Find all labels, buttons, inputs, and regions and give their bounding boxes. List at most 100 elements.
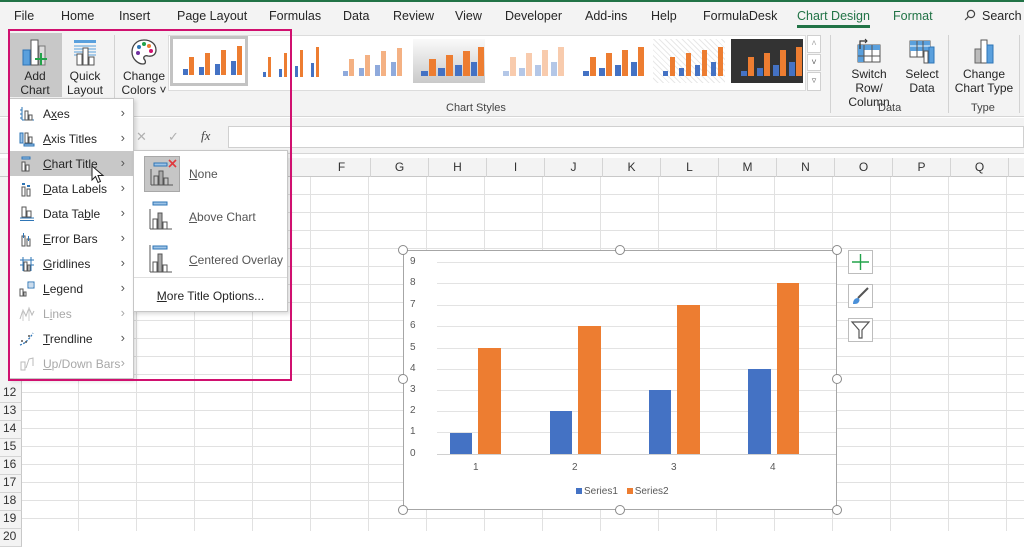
chart-style-5[interactable] — [493, 39, 565, 83]
row-header-16[interactable]: 16 — [0, 457, 22, 475]
tab-formuladesk[interactable]: FormulaDesk — [703, 9, 778, 23]
chart-style-1[interactable] — [170, 36, 248, 86]
chart-style-2[interactable] — [253, 39, 325, 83]
column-header-i[interactable]: I — [487, 158, 545, 177]
bar-series1-cat4[interactable] — [748, 369, 771, 454]
column-chart[interactable]: 9 8 7 6 5 4 3 2 1 0 1 2 3 4 Series1 Seri… — [403, 250, 837, 510]
chart-style-6[interactable] — [573, 39, 645, 83]
menu-item-trendline[interactable]: Trendline › — [10, 326, 133, 351]
row-header-13[interactable]: 13 — [0, 403, 22, 421]
row-header-20[interactable]: 20 — [0, 529, 22, 547]
row-header-17[interactable]: 17 — [0, 475, 22, 493]
row-header-15[interactable]: 15 — [0, 439, 22, 457]
chart-style-4[interactable] — [413, 39, 485, 83]
bar-series2-cat2[interactable] — [578, 326, 601, 454]
y-tick: 5 — [410, 342, 416, 353]
column-header-p[interactable]: P — [893, 158, 951, 177]
switch-row-column-button[interactable]: Switch Row/ Column — [837, 33, 901, 109]
bar-series2-cat1[interactable] — [478, 348, 501, 454]
quick-layout-label-1: Quick — [69, 69, 101, 83]
tab-add-ins[interactable]: Add-ins — [585, 9, 628, 23]
resize-handle-top[interactable] — [615, 245, 625, 255]
menu-item-data-labels[interactable]: Data Labels › — [10, 176, 133, 201]
menu-item-data-table[interactable]: Data Table › — [10, 201, 133, 226]
chart-style-7[interactable] — [653, 39, 725, 83]
quick-layout-button[interactable]: Quick Layout ˅ — [62, 33, 108, 111]
tab-chart-design[interactable]: Chart Design — [797, 9, 870, 28]
chart-filters-button[interactable] — [848, 318, 873, 342]
cancel-entry-button[interactable]: ✕ — [136, 129, 147, 144]
x-axis-line — [437, 454, 836, 455]
column-header-f[interactable]: F — [313, 158, 371, 177]
menu-item-axes[interactable]: Axes › — [10, 101, 133, 126]
resize-handle-bottom[interactable] — [615, 505, 625, 515]
row-header-12[interactable]: 12 — [0, 385, 22, 403]
resize-handle-top-left[interactable] — [398, 245, 408, 255]
error-bars-icon — [21, 233, 31, 247]
tab-home[interactable]: Home — [61, 9, 95, 23]
resize-handle-bottom-right[interactable] — [832, 505, 842, 515]
column-header-q[interactable]: Q — [951, 158, 1009, 177]
tab-data[interactable]: Data — [343, 9, 370, 23]
row-header-18[interactable]: 18 — [0, 493, 22, 511]
row-header-14[interactable]: 14 — [0, 421, 22, 439]
formula-input[interactable] — [228, 126, 1024, 148]
menu-item-error-bars[interactable]: Error Bars › — [10, 226, 133, 251]
menu-item-chart-title[interactable]: Chart Title › — [10, 151, 133, 176]
chart-style-8[interactable] — [731, 39, 803, 83]
column-header-j[interactable]: J — [545, 158, 603, 177]
column-header-o[interactable]: O — [835, 158, 893, 177]
insert-function-button[interactable]: fx — [201, 128, 211, 143]
submenu-item-centered-overlay[interactable]: Centered Overlay — [134, 239, 287, 281]
submenu-item-above-chart[interactable]: Above Chart — [134, 196, 287, 238]
tab-developer[interactable]: Developer — [505, 9, 562, 23]
submenu-item-none[interactable]: None — [134, 153, 287, 195]
resize-handle-bottom-left[interactable] — [398, 505, 408, 515]
menu-item-gridlines[interactable]: Gridlines › — [10, 251, 133, 276]
tab-review[interactable]: Review — [393, 9, 434, 23]
gallery-more-button[interactable]: ▿ — [807, 72, 821, 91]
gallery-scroll-up-button[interactable]: ˄ — [807, 35, 821, 53]
column-header-g[interactable]: G — [371, 158, 429, 177]
y-tick: 2 — [410, 405, 416, 416]
bar-series1-cat1[interactable] — [450, 433, 472, 454]
menu-item-axis-titles[interactable]: Axis Titles › — [10, 126, 133, 151]
resize-handle-left[interactable] — [398, 374, 408, 384]
row-header-19[interactable]: 19 — [0, 511, 22, 529]
tab-help[interactable]: Help — [651, 9, 677, 23]
resize-handle-right[interactable] — [832, 374, 842, 384]
chart-style-3[interactable] — [333, 39, 405, 83]
bar-series2-cat3[interactable] — [677, 305, 700, 454]
column-header-k[interactable]: K — [603, 158, 661, 177]
tab-view[interactable]: View — [455, 9, 482, 23]
bar-series1-cat2[interactable] — [550, 411, 572, 454]
column-header-n[interactable]: N — [777, 158, 835, 177]
tab-formulas[interactable]: Formulas — [269, 9, 322, 23]
y-tick: 0 — [410, 448, 416, 459]
change-colors-button[interactable]: Change Colors ˅ — [120, 33, 168, 97]
search-box[interactable]: Search — [964, 9, 1022, 23]
resize-handle-top-right[interactable] — [832, 245, 842, 255]
column-header-l[interactable]: L — [661, 158, 719, 177]
tab-file[interactable]: File — [14, 9, 35, 23]
menu-item-legend[interactable]: Legend › — [10, 276, 133, 301]
more-title-options-button[interactable]: More Title Options... — [156, 289, 265, 303]
select-data-button[interactable]: Select Data — [902, 33, 942, 97]
add-chart-element-button[interactable]: Add Chart Element ˅ — [8, 33, 62, 125]
bar-series2-cat4[interactable] — [777, 283, 799, 454]
chart-styles-button[interactable] — [848, 284, 873, 308]
change-chart-type-button[interactable]: Change Chart Type — [952, 33, 1016, 97]
column-header-m[interactable]: M — [719, 158, 777, 177]
chart-elements-button[interactable] — [848, 250, 873, 274]
column-header-h[interactable]: H — [429, 158, 487, 177]
submenu-item-label: None — [189, 167, 218, 181]
gallery-scroll-down-button[interactable]: ˅ — [807, 54, 821, 71]
bar-series1-cat3[interactable] — [649, 390, 671, 454]
axis-titles-icon — [19, 132, 35, 147]
enter-entry-button[interactable]: ✓ — [168, 129, 179, 144]
tab-insert[interactable]: Insert — [119, 9, 151, 23]
tab-page-layout[interactable]: Page Layout — [177, 9, 248, 23]
tab-format[interactable]: Format — [893, 9, 933, 23]
chart-legend[interactable]: Series1 Series2 — [576, 486, 669, 497]
add-chart-element-icon — [22, 39, 47, 66]
